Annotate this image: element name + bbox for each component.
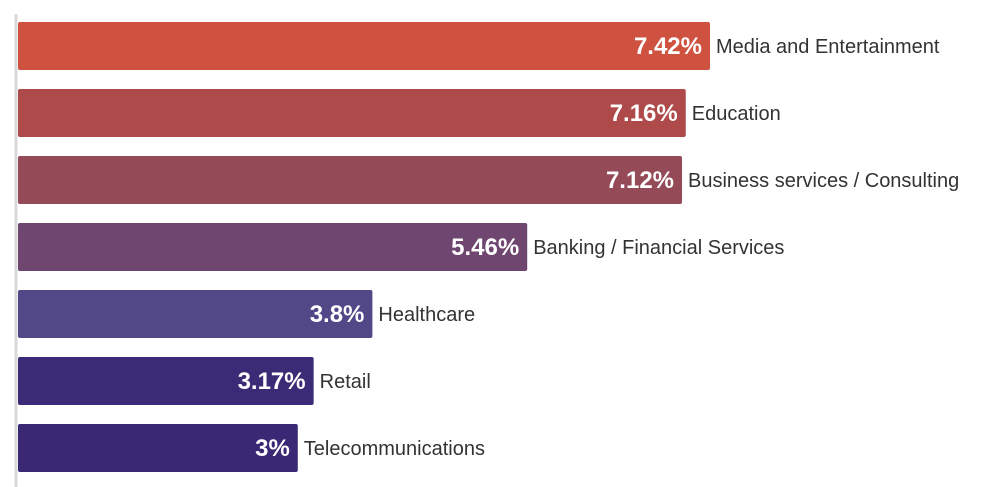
bar-5 [18, 357, 314, 405]
bar-value-label: 3.8% [310, 301, 365, 328]
bar-3 [18, 223, 528, 271]
bar-2 [18, 156, 683, 204]
bar-value-label: 3.17% [238, 368, 306, 395]
bar-4 [18, 290, 373, 338]
category-label: Telecommunications [304, 438, 485, 460]
category-label: Business services / Consulting [688, 170, 959, 192]
bar-6 [18, 424, 298, 472]
bar-value-label: 7.42% [634, 33, 702, 60]
bars-group: 7.42% Media and Entertainment 7.16% Educati… [18, 22, 959, 472]
bar-value-label: 3% [255, 435, 290, 462]
bar-0 [18, 22, 710, 70]
category-label: Retail [320, 371, 371, 393]
bar-value-label: 5.46% [451, 234, 519, 261]
bar-1 [18, 89, 686, 137]
bar-value-label: 7.12% [606, 167, 674, 194]
category-label: Banking / Financial Services [533, 237, 784, 259]
bar-value-label: 7.16% [610, 100, 678, 127]
category-label: Healthcare [378, 304, 475, 326]
category-label: Education [692, 103, 781, 125]
category-label: Media and Entertainment [716, 36, 940, 58]
